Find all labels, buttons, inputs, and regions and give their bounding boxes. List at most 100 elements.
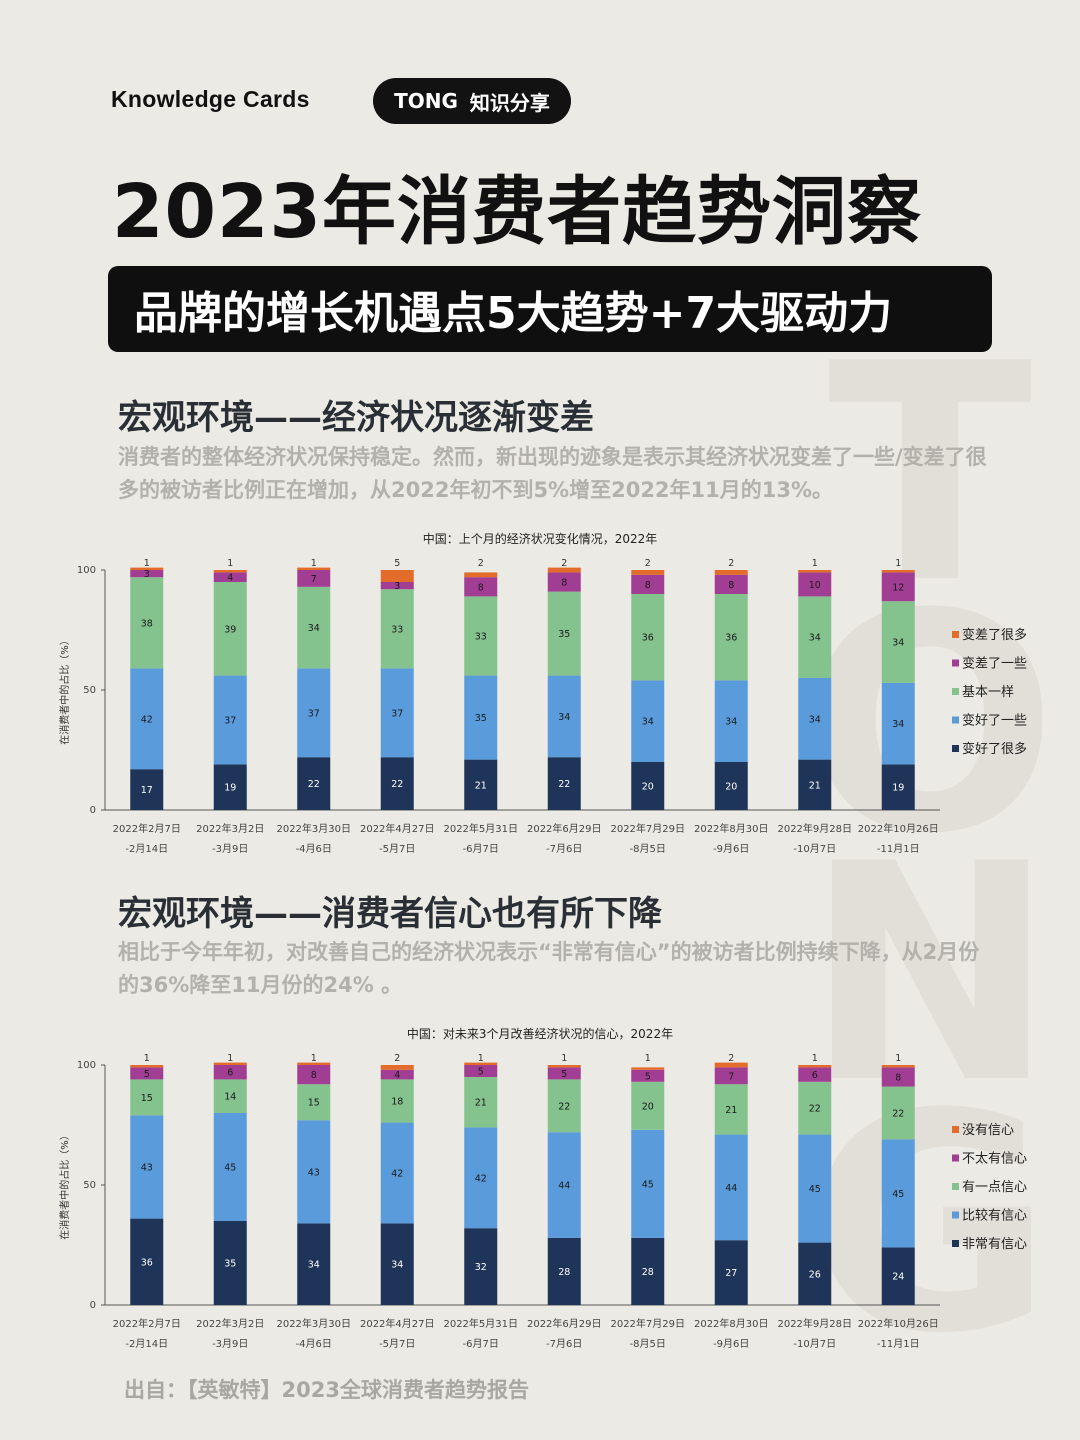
data-label: 1 — [144, 558, 150, 569]
bar-segment — [297, 757, 331, 810]
x-tick-label: 2022年7月29日 — [610, 1317, 685, 1330]
data-label: 5 — [478, 1067, 484, 1078]
bar-segment — [464, 759, 498, 810]
x-tick-label: -5月7日 — [379, 843, 415, 855]
data-label: 22 — [558, 779, 570, 790]
bar-segment — [881, 572, 915, 602]
bar-segment — [380, 570, 414, 582]
bar-segment — [130, 1065, 164, 1068]
legend-label: 没有信心 — [962, 1123, 1014, 1138]
bar-segment — [464, 675, 498, 760]
x-tick-label: 2022年2月7日 — [113, 822, 181, 835]
bar-segment — [297, 668, 331, 758]
chart-2: 050100在消费者中的占比（%）364315512022年2月7日-2月14日… — [58, 1053, 1027, 1350]
data-label: 15 — [308, 1098, 320, 1109]
bar-segment — [297, 567, 331, 570]
legend-swatch — [952, 688, 959, 695]
bar-segment — [130, 1079, 164, 1116]
data-label: 8 — [478, 582, 484, 593]
data-label: 32 — [475, 1262, 487, 1273]
x-tick-label: 2022年9月28日 — [777, 822, 852, 835]
data-label: 33 — [475, 632, 487, 643]
bar-segment — [798, 1081, 832, 1135]
y-tick-label: 50 — [83, 1180, 96, 1191]
bar-segment — [798, 1242, 832, 1305]
bar-segment — [547, 1065, 581, 1068]
bar-segment — [130, 1218, 164, 1305]
data-label: 42 — [475, 1173, 487, 1184]
x-tick-label: -9月6日 — [713, 843, 749, 855]
x-tick-label: 2022年6月29日 — [527, 822, 602, 835]
section-2-title: 宏观环境——消费者信心也有所下降 — [118, 894, 662, 934]
legend-swatch — [952, 1183, 959, 1190]
bar-segment — [547, 591, 581, 676]
legend-label: 非常有信心 — [962, 1237, 1027, 1252]
data-label: 14 — [224, 1092, 236, 1103]
legend-label: 比较有信心 — [962, 1209, 1027, 1224]
x-tick-label: -4月6日 — [296, 843, 332, 855]
section-1-text: 消费者的整体经济状况保持稳定。然而，新出现的迹象是表示其经济状况变差了一些/变差… — [118, 445, 987, 502]
bar-segment — [547, 567, 581, 573]
bar-segment — [464, 596, 498, 676]
data-label: 37 — [224, 716, 236, 727]
background-watermark: T O N G — [790, 300, 1070, 1375]
bar-segment — [881, 1139, 915, 1248]
bar-segment — [714, 570, 748, 575]
data-label: 15 — [141, 1093, 153, 1104]
bar-segment — [297, 1062, 331, 1065]
x-tick-label: -2月14日 — [125, 843, 168, 855]
bar-segment — [547, 1237, 581, 1305]
data-label: 2 — [728, 1053, 734, 1064]
data-label: 1 — [812, 1053, 818, 1064]
bar-segment — [881, 1067, 915, 1087]
bar-segment — [380, 1223, 414, 1305]
bar-segment — [213, 1221, 247, 1305]
bar-segment — [798, 759, 832, 810]
bar-segment — [631, 1129, 665, 1238]
bar-segment — [547, 1132, 581, 1238]
watermark-letter: T — [827, 300, 1033, 649]
x-tick-label: 2022年3月30日 — [276, 1317, 351, 1330]
data-label: 28 — [642, 1267, 654, 1278]
data-label: 21 — [475, 1098, 487, 1109]
x-tick-label: 2022年4月27日 — [360, 822, 435, 835]
page-title: 2023年消费者趋势洞察 — [112, 169, 922, 255]
bar-segment — [380, 668, 414, 758]
legend-swatch — [952, 1126, 959, 1133]
data-label: 36 — [725, 633, 737, 644]
data-label: 34 — [809, 633, 821, 644]
bar-segment — [130, 1067, 164, 1080]
legend-swatch — [952, 659, 959, 667]
section-1-title: 宏观环境——经济状况逐渐变差 — [118, 398, 594, 438]
bar-segment — [631, 1081, 665, 1130]
bar-segment — [714, 1134, 748, 1241]
x-tick-label: -8月5日 — [630, 843, 666, 855]
data-label: 1 — [812, 558, 818, 569]
bar-segment — [631, 762, 665, 810]
bar-segment — [213, 572, 247, 582]
bar-segment — [714, 1240, 748, 1305]
bar-segment — [547, 1079, 581, 1133]
bar-segment — [631, 594, 665, 681]
bar-segment — [464, 1077, 498, 1128]
bar-segment — [380, 1122, 414, 1224]
x-tick-label: 2022年5月31日 — [443, 822, 518, 835]
x-tick-label: 2022年3月30日 — [276, 822, 351, 835]
data-label: 2 — [394, 1053, 400, 1064]
data-label: 28 — [558, 1267, 570, 1278]
bar-segment — [213, 570, 247, 573]
data-label: 44 — [725, 1183, 737, 1194]
legend-label: 变好了一些 — [962, 713, 1027, 729]
x-tick-label: -4月6日 — [296, 1338, 332, 1350]
legend-label: 变好了很多 — [962, 741, 1027, 757]
data-label: 43 — [308, 1167, 320, 1178]
x-tick-label: -3月9日 — [212, 843, 248, 855]
data-label: 34 — [642, 717, 654, 728]
data-label: 20 — [725, 782, 737, 793]
bar-segment — [380, 589, 414, 669]
bar-segment — [213, 675, 247, 765]
section-2-text: 相比于今年年初，对改善自己的经济状况表示“非常有信心”的被访者比例持续下降，从2… — [118, 940, 980, 997]
legend-label: 变差了一些 — [962, 656, 1027, 672]
data-label: 21 — [475, 780, 487, 791]
bar-segment — [213, 1062, 247, 1065]
